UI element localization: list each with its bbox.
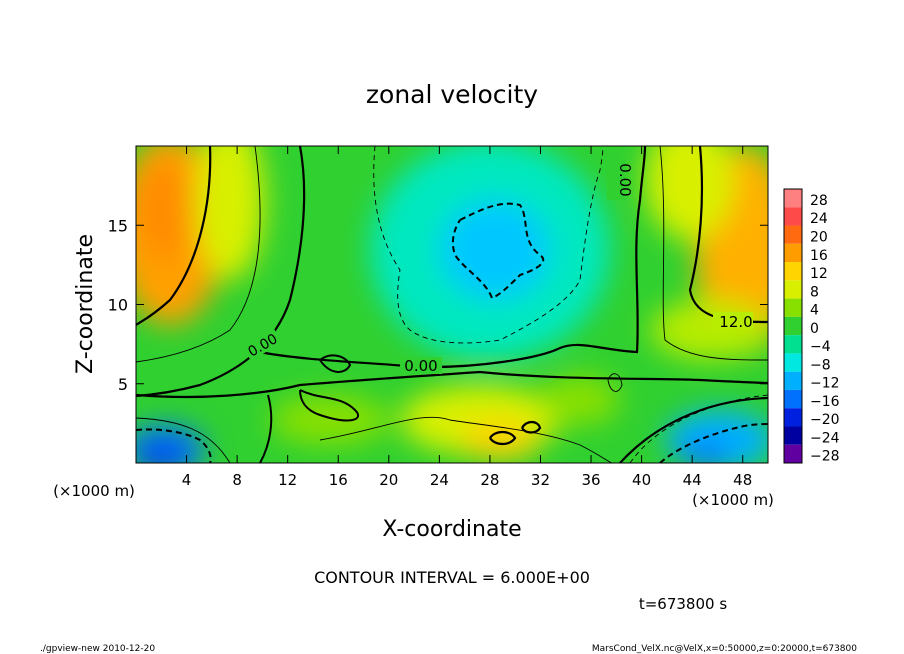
- footer-left: ./gpview-new 2010-12-20: [40, 644, 155, 654]
- x-tick-label: 4: [182, 471, 192, 489]
- colorbar-segment: [784, 262, 802, 281]
- colorbar-label: 4: [810, 303, 819, 319]
- colorbar-label: 8: [810, 284, 819, 300]
- x-tick-label: 12: [278, 471, 297, 489]
- colorbar-label: 16: [810, 248, 828, 264]
- x-tick-label: 8: [232, 471, 242, 489]
- x-tick-label: 48: [733, 471, 752, 489]
- colorbar-segment: [784, 207, 802, 226]
- time-text: t=673800 s: [639, 595, 727, 613]
- heatmap-field: [136, 146, 768, 463]
- x-tick-label: 36: [581, 471, 600, 489]
- x-tick-label: 28: [480, 471, 499, 489]
- y-tick-label: 5: [118, 375, 128, 394]
- y-axis-label: Z-coordinate: [73, 234, 98, 374]
- colorbar-segment: [784, 353, 802, 372]
- colorbar-segment: [784, 389, 802, 409]
- colorbar-segment: [784, 444, 802, 463]
- colorbar-label: 20: [810, 229, 828, 245]
- colorbar-label: −4: [810, 339, 831, 355]
- colorbar-label: −8: [810, 357, 831, 373]
- colorbar-segment: [784, 243, 802, 263]
- x-tick-label: 16: [329, 471, 348, 489]
- colorbar-frame: [783, 188, 803, 464]
- contour-interval-text: CONTOUR INTERVAL = 6.000E+00: [314, 568, 590, 587]
- x-tick-label: 40: [632, 471, 651, 489]
- x-tick-label: 24: [430, 471, 449, 489]
- colorbar-label: −28: [810, 449, 840, 465]
- x-tick-label: 20: [379, 471, 398, 489]
- colorbar: 28 24 20 16 12 8 4 0 −4 −8 −12 −16 −20 −24 −28: [783, 188, 840, 465]
- colorbar-label: 28: [810, 193, 828, 209]
- x-tick-label: 32: [531, 471, 550, 489]
- colorbar-segment: [784, 189, 802, 208]
- colorbar-segment: [784, 426, 802, 445]
- contour-label: 12.0: [719, 313, 752, 331]
- x-tick-label: 44: [683, 471, 702, 489]
- colorbar-segment: [784, 335, 802, 354]
- y-axis: 5 10 15: [108, 216, 768, 394]
- footer-right: MarsCond_VelX.nc@VelX,x=0:50000,z=0:2000…: [592, 644, 857, 654]
- colorbar-label: −12: [810, 376, 840, 392]
- y-tick-label: 10: [108, 296, 128, 315]
- x-axis-unit: (×1000 m): [53, 482, 135, 500]
- contour-lines: [136, 146, 768, 463]
- x-axis-unit-right: (×1000 m): [692, 491, 774, 509]
- y-tick-label: 15: [108, 216, 128, 235]
- colorbar-label: 0: [810, 321, 819, 337]
- x-axis-label: X-coordinate: [382, 517, 521, 542]
- contour-label-group: 0.00 0.00 0.00 12.0: [241, 160, 753, 375]
- contour-label: 0.00: [404, 357, 437, 375]
- colorbar-label: −24: [810, 430, 840, 446]
- colorbar-segment: [784, 408, 802, 427]
- colorbar-label: 24: [810, 211, 828, 227]
- colorbar-segment: [784, 225, 802, 244]
- x-axis: 4 8 12 16 20 24 28 32 36 40 44 48: [182, 146, 752, 489]
- colorbar-segment: [784, 280, 802, 299]
- colorbar-segment: [784, 316, 802, 336]
- contour-label: 0.00: [616, 163, 634, 196]
- colorbar-label: −16: [810, 394, 840, 410]
- colorbar-segment: [784, 298, 802, 317]
- chart-title: zonal velocity: [366, 80, 538, 109]
- colorbar-segment: [784, 371, 802, 390]
- colorbar-label: 12: [810, 266, 828, 282]
- colorbar-label: −20: [810, 412, 840, 428]
